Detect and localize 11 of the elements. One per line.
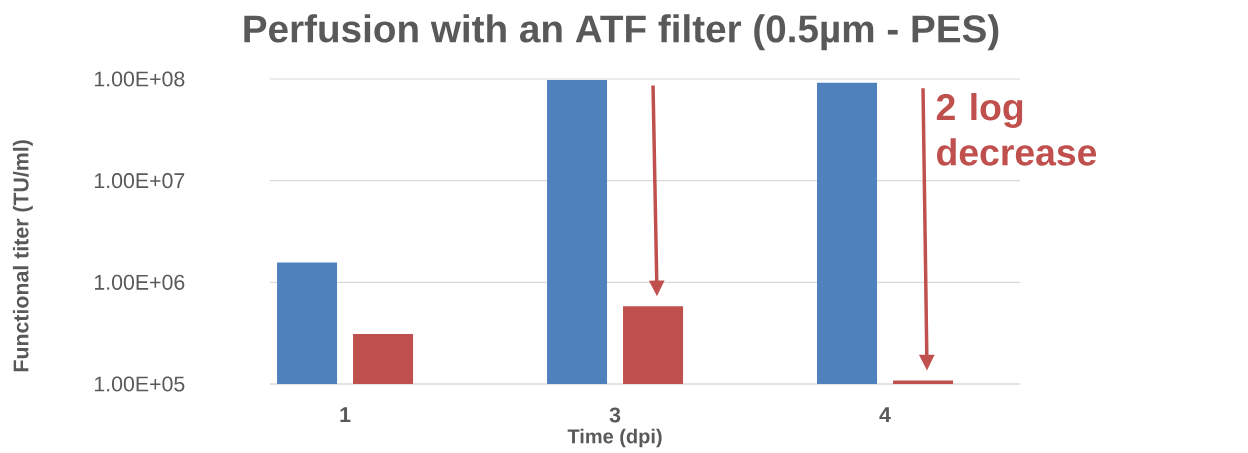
y-tick-label: 1.00E+08	[94, 71, 185, 87]
annotation: 2 log decrease	[936, 92, 1097, 166]
chart-title: Perfusion with an ATF filter (0.5µm - PES)	[244, 14, 999, 51]
y-tick-label: 1.00E+05	[94, 376, 185, 392]
y-axis-title: Functional titer (TU/ml)	[12, 140, 33, 372]
x-tick-label: 1	[340, 407, 351, 423]
x-tick-label: 4	[879, 407, 891, 423]
y-tick-label: 1.00E+07	[94, 173, 185, 189]
y-tick-label: 1.00E+06	[94, 274, 185, 290]
x-axis-title: Time (dpi)	[567, 428, 662, 448]
x-tick-label: 3	[609, 407, 621, 423]
